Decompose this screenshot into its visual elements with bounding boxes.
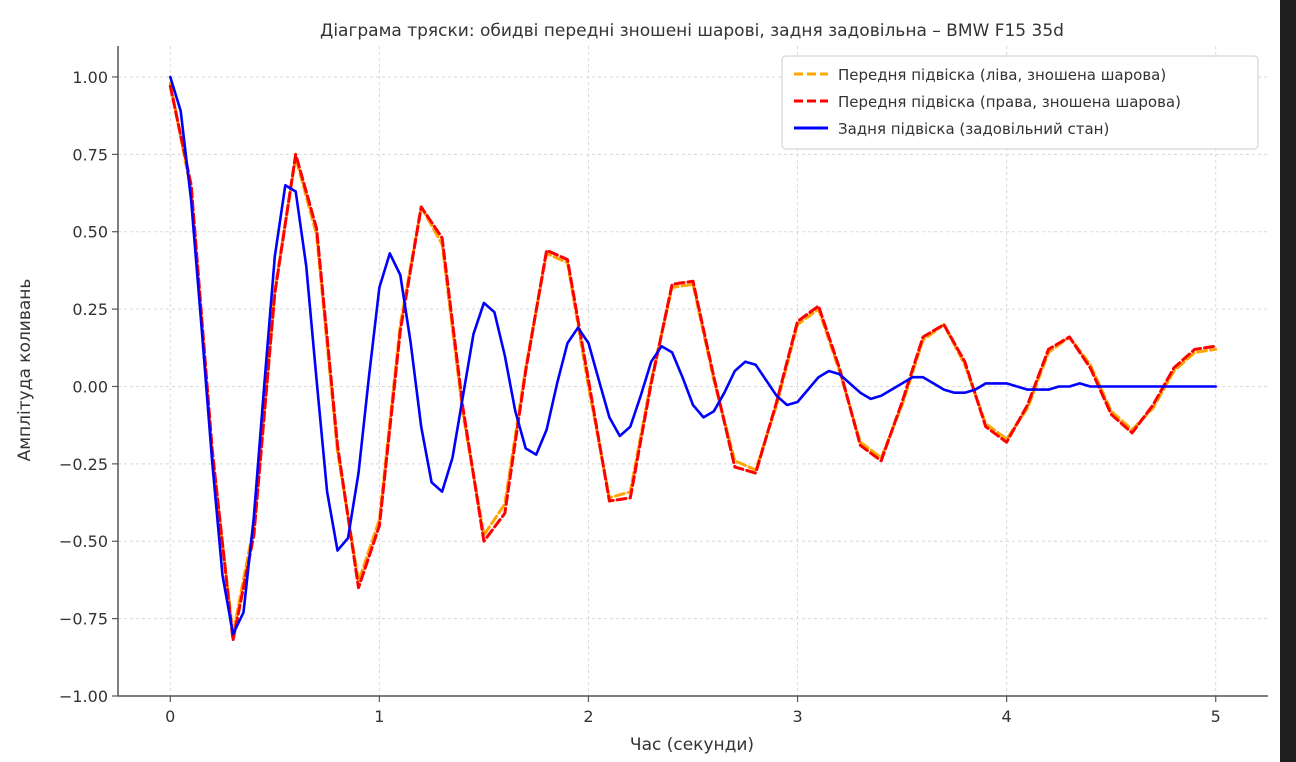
x-tick-label: 3 (792, 707, 802, 726)
y-tick-label: 1.00 (72, 68, 108, 87)
y-tick-label: −1.00 (59, 687, 108, 706)
grid-lines (118, 46, 1268, 697)
axes: 0 1 2 3 4 5 −1.00 −0.75 −0.50 −0.25 0.00 0.25 0.50 0.… (59, 46, 1268, 726)
x-tick-label: 4 (1002, 707, 1012, 726)
series-line-2 (168, 84, 1218, 642)
y-tick-label: 0.25 (72, 300, 108, 319)
y-axis-label: Амплітуда коливань (15, 279, 35, 462)
x-tick-label: 0 (165, 707, 175, 726)
legend: Передня підвіска (ліва, зношена шарова) П… (781, 55, 1259, 150)
x-tick-label: 2 (583, 707, 593, 726)
legend-label: Передня підвіска (права, зношена шарова) (838, 93, 1181, 111)
legend-frame (781, 55, 1259, 150)
y-tick-label: 0.75 (72, 145, 108, 164)
chart-title: Діаграма тряски: обидві передні зношені … (320, 21, 1064, 41)
y-tick-label: −0.50 (59, 532, 108, 551)
x-tick-label: 1 (374, 707, 384, 726)
y-tick-label: 0.50 (72, 223, 108, 242)
plot-series (168, 75, 1218, 642)
y-tick-label: 0.00 (72, 377, 108, 396)
x-tick-label: 5 (1211, 707, 1221, 726)
series-line-1 (168, 81, 1218, 636)
legend-label: Задня підвіска (задовільний стан) (838, 120, 1109, 138)
series-line-3 (169, 75, 1217, 636)
y-tick-label: −0.75 (59, 610, 108, 629)
y-tick-label: −0.25 (59, 455, 108, 474)
x-axis-label: Час (секунди) (630, 735, 754, 755)
legend-label: Передня підвіска (ліва, зношена шарова) (838, 66, 1166, 84)
